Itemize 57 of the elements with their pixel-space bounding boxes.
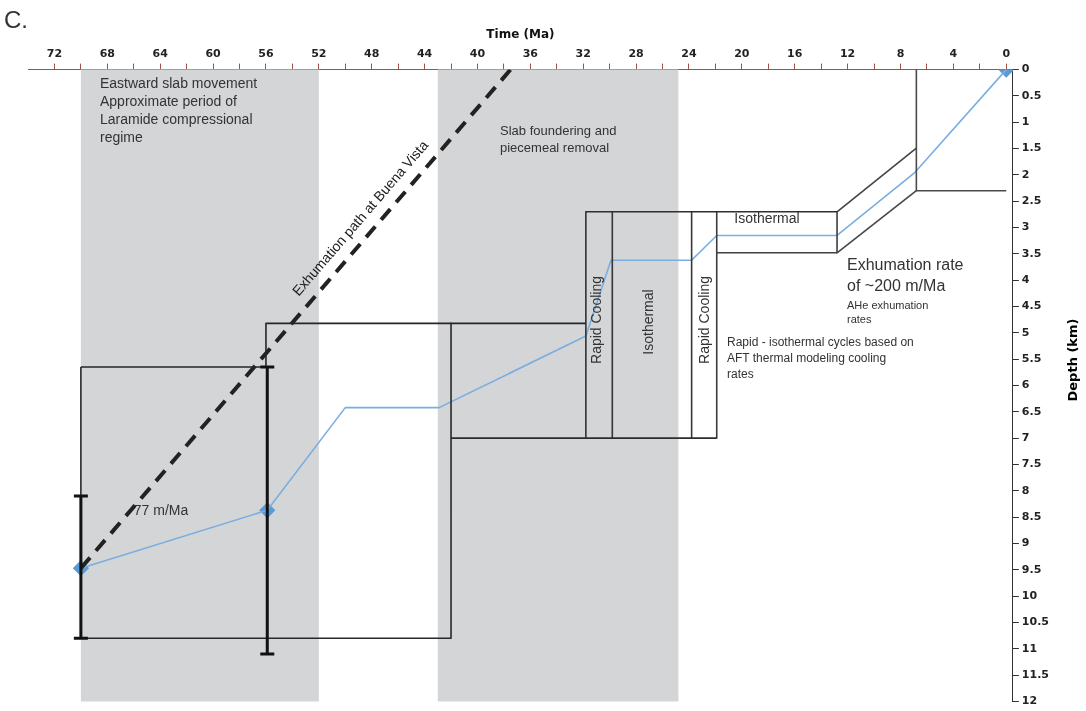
y-tick-label: 7 [1021, 431, 1030, 445]
x-tick-label: 20 [734, 46, 750, 60]
x-tick-label: 56 [258, 46, 274, 60]
x-tick-label: 52 [311, 46, 327, 60]
annotation: Slab foundering and piecemeal removal [500, 122, 617, 156]
x-tick-label: 32 [575, 46, 591, 60]
x-tick-label: 8 [896, 46, 905, 60]
annotation: Exhumation rate of ~200 m/Ma [847, 255, 964, 296]
x-tick-label: 12 [839, 46, 856, 60]
x-tick-label: 24 [681, 46, 697, 60]
annotation: Isothermal [639, 289, 657, 355]
annotation: Rapid - isothermal cycles based on AFT thermal modeling cooling rates [727, 334, 914, 382]
y-tick-label: 3 [1021, 220, 1030, 234]
y-tick-label: 7.5 [1021, 457, 1042, 471]
x-tick-label: 4 [949, 46, 958, 60]
x-tick-label: 48 [364, 46, 380, 60]
annotation: Isothermal [734, 209, 800, 227]
y-tick-label: 11.5 [1021, 667, 1049, 681]
annotation: Eastward slab movement Approximate period of Laramide compressional regime [100, 74, 258, 146]
y-tick-label: 8 [1021, 483, 1030, 497]
x-tick-label: 64 [152, 46, 169, 60]
y-tick-label: 12 [1021, 694, 1038, 708]
text: C. [4, 5, 28, 35]
y-tick-label: 10 [1021, 588, 1038, 602]
y-tick-label: 10.5 [1021, 615, 1049, 629]
x-tick-label: 0 [1002, 46, 1011, 60]
y-tick-label: 6.5 [1021, 404, 1042, 418]
y-tick-label: 6 [1021, 378, 1030, 392]
x-axis-title: Time (Ma) [486, 27, 555, 42]
y-tick-label: 4.5 [1021, 299, 1042, 313]
x-tick-label: 44 [416, 46, 433, 60]
y-tick-label: 5.5 [1021, 352, 1042, 366]
y-tick-label: 2.5 [1021, 194, 1042, 208]
y-tick-label: 2 [1021, 167, 1030, 181]
y-tick-label: 4 [1021, 273, 1030, 287]
annotation: Rapid Cooling [587, 276, 605, 364]
y-tick-label: 1.5 [1021, 141, 1042, 155]
x-tick-label: 60 [205, 46, 222, 60]
y-tick-label: 11 [1021, 641, 1038, 655]
y-tick-label: 9 [1021, 536, 1030, 550]
y-tick-label: 1 [1021, 115, 1030, 129]
y-axis-title: Depth (km) [1064, 318, 1080, 402]
annotation: AHe exhumation rates [847, 298, 929, 326]
x-tick-label: 72 [46, 46, 63, 60]
x-tick-label: 16 [787, 46, 803, 60]
y-tick-label: 0 [1021, 62, 1030, 76]
y-tick-label: 5 [1021, 325, 1030, 339]
annotation: Rapid Cooling [695, 276, 713, 364]
annotation: 77 m/Ma [133, 501, 189, 518]
x-tick-label: 68 [99, 46, 115, 60]
y-tick-label: 0.5 [1021, 88, 1042, 102]
y-tick-label: 3.5 [1021, 246, 1042, 260]
y-tick-label: 9.5 [1021, 562, 1042, 576]
x-tick-label: 40 [469, 46, 486, 60]
x-tick-label: 28 [628, 46, 644, 60]
y-tick-label: 8.5 [1021, 509, 1042, 523]
x-tick-label: 36 [522, 46, 539, 60]
